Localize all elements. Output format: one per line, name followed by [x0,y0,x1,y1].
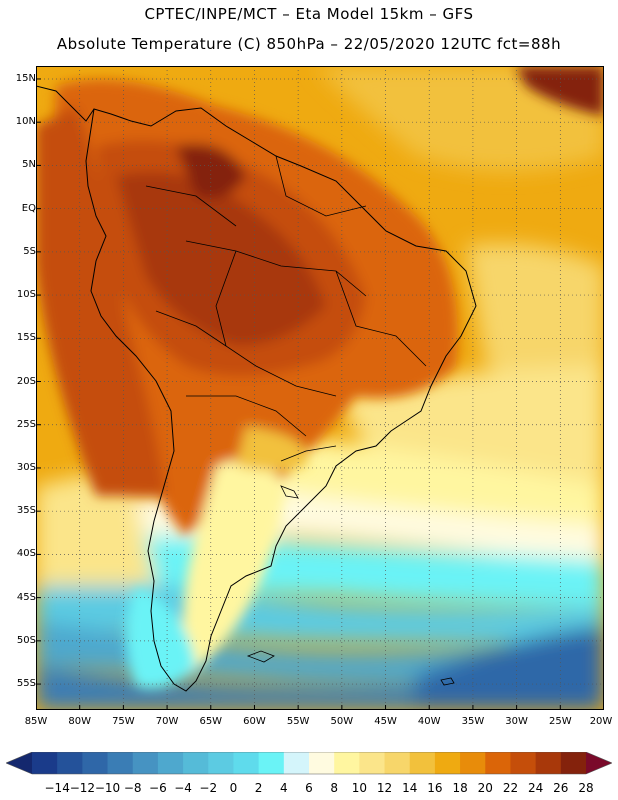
temp-zone-argentina-warmer [236,426,308,471]
temp-zone-18-20-east [466,243,604,396]
colorbar-label: 14 [402,781,418,795]
lat-lon-grid [36,66,604,710]
colorbar-label: −12 [69,781,96,795]
lon-label: 25W [548,716,572,727]
lat-label: 5N [22,159,36,171]
colorbar-label: 0 [229,781,238,795]
lon-label: 55W [286,716,310,727]
lat-label: 45S [16,591,36,603]
temp-zone-pacific-warm [36,106,166,496]
coastline-central-america [36,85,95,122]
lat-label: 30S [16,461,36,473]
lat-label: 10N [15,116,36,128]
lat-label: 20S [16,375,36,387]
colorbar-swatch [107,752,134,774]
colorbar-swatch [82,752,109,774]
colorbar-swatch [183,752,209,774]
colorbar-label: 22 [502,781,519,795]
lon-label: 20W [589,716,613,727]
lon-label: 45W [374,716,397,727]
colorbar-swatch [132,752,159,774]
colorbar-label: 12 [376,781,393,795]
colorbar-swatch [359,752,386,774]
country-borders [145,155,427,462]
island-south-georgia [440,677,455,686]
lat-label: EQ [21,202,36,214]
lat-label: 5S [23,245,36,257]
colorbar-label: −8 [123,781,142,795]
temp-zone-minus12-southeast [416,626,604,710]
colorbar-swatch [283,752,310,774]
colorbar-label: 8 [330,781,338,795]
lon-label: 60W [243,716,266,727]
colorbar-overflow-arrow [586,752,612,774]
colorbar-swatch [57,752,83,774]
colorbar-swatch [208,752,234,774]
lat-label: 10S [16,289,36,301]
lat-label: 35S [16,505,36,517]
lat-label: 40S [16,548,36,560]
colorbar-frame [6,752,612,775]
lon-label: 30W [505,716,528,727]
map-ticks [36,78,604,710]
colorbar-label: 2 [254,781,263,795]
colorbar-swatch [460,752,486,774]
colorbar-label: 24 [527,781,544,795]
temp-zone-26-28-core [116,172,326,346]
island-malvinas [246,650,275,663]
temp-zone-14-16-south-atlantic [336,366,604,506]
temp-zone-28-hotspot-venezuela [176,144,246,199]
colorbar-label: 20 [477,781,493,795]
colorbar-underflow-arrow [6,752,32,774]
colorbar-swatch [535,752,562,774]
temperature-map [36,66,604,710]
colorbar-swatch [560,752,587,774]
colorbar-swatch [384,752,411,774]
temp-zone-22-24-atlantic-north [316,66,604,171]
lat-label: 25S [16,418,36,430]
colorbar-label: −4 [174,781,192,795]
colorbar-label: 6 [305,781,313,795]
map-frame [36,66,604,710]
colorbar-swatch [409,752,436,774]
colorbar-swatch [258,752,285,774]
colorbar-label: 4 [279,781,288,795]
colorbar-swatch [157,752,184,774]
colorbar-label: −2 [199,781,218,795]
lon-label: 35W [461,716,485,727]
lat-label: 15S [16,332,36,344]
lat-label: 50S [16,634,36,646]
lon-label: 75W [112,716,135,727]
color-scale-bar [6,752,612,775]
colorbar-swatch [334,752,360,774]
colorbar-label: 28 [578,781,594,795]
colorbar-swatch [233,752,260,774]
colorbar-swatch [32,752,58,774]
colorbar-label: −10 [94,781,121,795]
colorbar-label: 16 [427,781,443,795]
lon-label: 80W [68,716,91,727]
colorbar-swatch [510,752,537,774]
lagoa-dos-patos [280,485,299,499]
lon-label: 70W [155,716,179,727]
colorbar-label: −14 [44,781,70,795]
lon-label: 40W [417,716,441,727]
lat-label: 15N [15,72,36,84]
colorbar-swatch [434,752,461,774]
colorbar-label: 10 [351,781,367,795]
colorbar-label: 26 [553,781,569,795]
lon-label: 50W [330,716,354,727]
colorbar-label: −6 [149,781,167,795]
colorbar-label: 18 [452,781,468,795]
colorbar-swatch [485,752,511,774]
lon-label: 65W [199,716,223,727]
lon-label: 85W [24,716,48,727]
chart-title-line-2: Absolute Temperature (C) 850hPa – 22/05/… [56,35,562,53]
chart-title-line-1: CPTEC/INPE/MCT – Eta Model 15km – GFS [144,5,474,23]
coastline-south-america [85,107,477,692]
lat-label: 55S [16,678,36,690]
temp-zone-argentina-cool [182,459,286,676]
colorbar-swatch [309,752,335,774]
temp-zone-patagonia-cold [126,586,196,689]
